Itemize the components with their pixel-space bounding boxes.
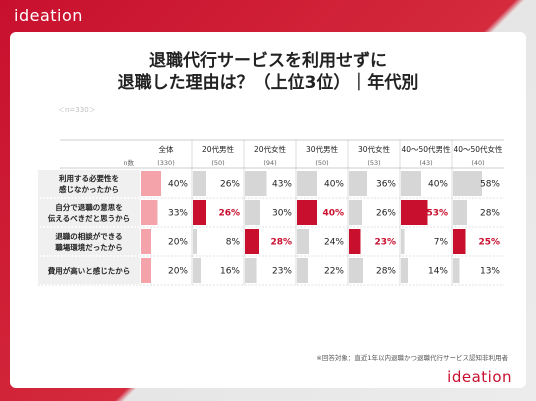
chart-title: 退職代行サービスを利用せずに 退職した理由は？（上位3位）｜年代別	[0, 50, 536, 94]
bar	[245, 200, 260, 225]
bar	[141, 258, 151, 283]
data-label: 28%	[270, 238, 292, 248]
brand-logo-bottom: ideation	[447, 368, 512, 386]
column-n-value: (330)	[157, 159, 174, 167]
bar	[193, 200, 206, 225]
data-label: 26%	[218, 209, 240, 219]
data-label: 13%	[480, 267, 500, 277]
bar	[401, 200, 428, 225]
row-label-cell	[38, 228, 140, 255]
row-label-cell	[38, 257, 140, 284]
data-label: 33%	[168, 209, 188, 219]
bar	[297, 200, 317, 225]
brand-logo-top: ideation	[14, 6, 83, 25]
column-n-value: (94)	[263, 159, 276, 167]
data-label: 14%	[428, 267, 448, 277]
column-n-value: (50)	[211, 159, 224, 167]
bar	[401, 258, 408, 283]
column-header: 40～50代女性	[453, 144, 503, 154]
sample-size: ＜n=330＞	[58, 106, 96, 114]
bar	[297, 171, 317, 196]
data-label: 53%	[426, 209, 448, 219]
bar	[453, 229, 466, 254]
data-label: 20%	[168, 267, 188, 277]
column-header: 30代女性	[358, 144, 391, 154]
data-label: 30%	[272, 209, 292, 219]
bar	[193, 171, 206, 196]
data-label: 24%	[324, 238, 344, 248]
data-label: 22%	[324, 267, 344, 277]
data-label: 16%	[220, 267, 240, 277]
bar	[349, 200, 362, 225]
bar	[141, 200, 158, 225]
data-label: 23%	[272, 267, 292, 277]
row-label: 退職の相談ができる	[55, 231, 122, 241]
data-label: 43%	[272, 180, 292, 190]
column-header: 全体	[159, 144, 174, 154]
row-label: 費用が高いと感じたから	[48, 266, 131, 276]
bar	[193, 229, 197, 254]
data-label: 28%	[480, 209, 500, 219]
bar	[453, 258, 460, 283]
column-header: 40～50代男性	[401, 144, 451, 154]
data-label: 36%	[376, 180, 396, 190]
bar	[349, 171, 367, 196]
bar	[297, 229, 309, 254]
data-label: 40%	[324, 180, 344, 190]
bar	[453, 171, 482, 196]
row-label-cell	[38, 199, 140, 226]
bar	[401, 171, 421, 196]
data-label: 40%	[428, 180, 448, 190]
row-label: 伝えるべきだと思うから	[48, 213, 130, 223]
row-label: 感じなかったから	[59, 184, 119, 194]
bar	[401, 229, 405, 254]
bar	[297, 258, 308, 283]
column-n-value: (50)	[315, 159, 328, 167]
bar	[141, 229, 151, 254]
n-label: n数	[123, 158, 134, 167]
column-n-value: (53)	[367, 159, 380, 167]
row-label: 利用する必要性を	[58, 173, 119, 183]
bar	[349, 229, 361, 254]
bar	[245, 229, 259, 254]
row-label-cell	[38, 170, 140, 197]
data-label: 25%	[478, 238, 500, 248]
data-label: 40%	[322, 209, 344, 219]
column-header: 20代女性	[254, 144, 287, 154]
bar	[349, 258, 363, 283]
footnote: ※回答対象：直近1年以内退職かつ退職代行サービス認知非利用者	[316, 354, 508, 362]
data-label: 40%	[168, 180, 188, 190]
bar	[245, 258, 257, 283]
column-header: 20代男性	[202, 144, 235, 154]
data-label: 58%	[480, 180, 500, 190]
row-label: 自分で退職の意思を	[55, 202, 123, 212]
bar	[453, 200, 467, 225]
column-n-value: (43)	[419, 159, 432, 167]
column-n-value: (40)	[471, 159, 484, 167]
data-label: 20%	[168, 238, 188, 248]
data-label: 23%	[374, 238, 396, 248]
title-line-2: 退職した理由は？（上位3位）｜年代別	[117, 73, 419, 93]
row-label: 職場環境だったから	[55, 242, 123, 252]
data-label: 26%	[376, 209, 396, 219]
data-label: 7%	[434, 238, 449, 248]
title-line-1: 退職代行サービスを利用せずに	[149, 51, 387, 71]
bar	[193, 258, 201, 283]
data-label: 28%	[376, 267, 396, 277]
column-header: 30代男性	[306, 144, 339, 154]
data-label: 8%	[226, 238, 241, 248]
data-label: 26%	[220, 180, 240, 190]
bar	[245, 171, 267, 196]
bar	[141, 171, 161, 196]
